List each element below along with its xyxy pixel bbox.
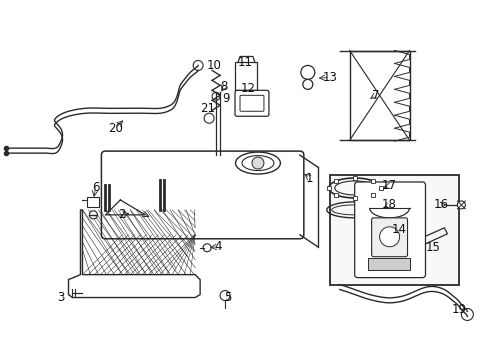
Bar [352,196,356,200]
Text: 9: 9 [222,92,229,105]
Text: 13: 13 [322,71,337,84]
Text: 19: 19 [451,303,466,316]
FancyBboxPatch shape [101,151,303,239]
Text: 8: 8 [220,80,227,93]
Polygon shape [417,228,447,246]
Text: 11: 11 [237,56,252,69]
Text: 17: 17 [381,180,396,193]
Bar [370,193,374,197]
Bar [378,186,382,190]
Circle shape [456,201,465,209]
Circle shape [379,227,399,247]
Text: 21: 21 [200,102,215,115]
Text: 3: 3 [57,291,64,304]
Circle shape [302,80,312,89]
Circle shape [89,211,97,219]
Bar [367,258,408,270]
Circle shape [251,157,264,169]
Text: 5: 5 [224,291,231,304]
Bar [235,62,256,90]
Polygon shape [349,50,408,140]
FancyBboxPatch shape [354,182,425,278]
Text: 6: 6 [91,181,99,194]
FancyBboxPatch shape [371,218,407,257]
FancyBboxPatch shape [240,95,264,111]
Circle shape [203,244,211,252]
Text: 2: 2 [119,208,126,221]
Bar [334,179,338,183]
Text: 4: 4 [214,240,222,253]
Text: 14: 14 [391,223,406,236]
Text: 20: 20 [108,122,122,135]
Circle shape [300,66,314,80]
Bar [329,175,458,285]
FancyBboxPatch shape [235,90,268,116]
Bar [326,186,330,190]
Polygon shape [68,210,200,298]
Bar [334,193,338,197]
Text: 12: 12 [240,82,255,95]
Text: 16: 16 [433,198,448,211]
Text: 10: 10 [206,59,221,72]
Text: 1: 1 [305,171,313,185]
Text: 7: 7 [371,89,379,102]
Bar [87,197,99,207]
Bar [370,179,374,183]
Bar [352,176,356,180]
Text: 18: 18 [381,198,396,211]
Text: 15: 15 [425,241,440,254]
